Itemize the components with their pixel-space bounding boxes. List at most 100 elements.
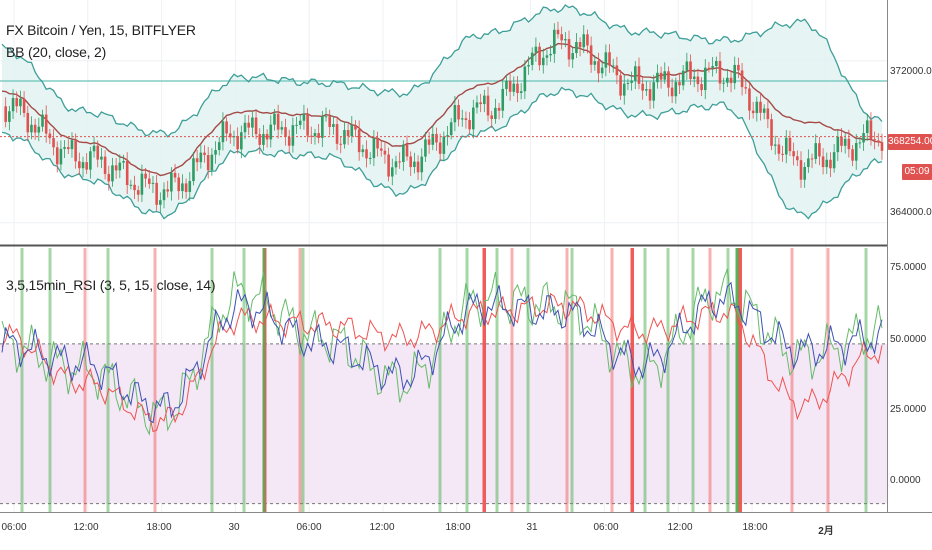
candle-body [214,150,217,155]
candle-body [475,102,479,108]
candle-body [810,158,814,160]
candle-body [796,156,799,161]
candle-body [284,127,287,137]
candle-body [578,42,582,48]
time-axis-label: 2月 [818,526,834,537]
candle-body [442,136,446,154]
candle-body [593,61,597,65]
buy-signal-bar [48,248,52,512]
candle-body [74,140,77,162]
sell-signal-bar [153,248,157,512]
candle-body [258,134,262,145]
candle-body [343,130,346,145]
candle-body [66,147,70,150]
buy-signal-bar [570,248,574,512]
candle-body [770,119,773,146]
candle-body [350,124,354,137]
candle-body [44,114,48,134]
candle-body [656,72,659,83]
candle-body [858,142,862,144]
candle-body [847,138,851,150]
candle-body [582,34,586,48]
buy-signal-bar [526,248,530,512]
candle-body [221,121,225,143]
candle-body [192,158,195,182]
candle-body [641,83,644,91]
candle-body [313,133,317,137]
candle-body [527,64,530,67]
countdown-tag: 05:09 [902,164,932,180]
sell-signal-bar [630,248,634,512]
time-axis-label: 06:00 [593,522,619,533]
bb-indicator-label[interactable]: BB (20, close, 2) [6,44,107,60]
candle-body [832,152,836,169]
candle-body [505,80,508,89]
candle-body [619,75,622,96]
candle-body [394,161,398,168]
rsi-indicator-label[interactable]: 3,5,15min_RSI (3, 5, 15, close, 14) [6,277,216,293]
candle-body [674,82,678,97]
candle-body [457,105,460,120]
candle-body [615,65,619,76]
candle-body [707,67,711,69]
candle-body [328,116,331,127]
candle-body [111,165,114,182]
buy-signal-bar [495,248,499,512]
candle-body [41,114,44,127]
candle-body [490,115,494,119]
price-panel[interactable] [0,4,887,220]
candle-body [483,95,486,105]
rsi-line-rsi15 [1,268,883,436]
candle-body [8,111,11,122]
candle-body [637,66,641,84]
candle-body [125,161,129,186]
candle-body [140,173,144,195]
time-axis-label: 18:00 [742,522,768,533]
candle-body [659,72,663,80]
sell-signal-bar [738,248,742,512]
candle-body [446,135,449,137]
symbol-title[interactable]: FX Bitcoin / Yen, 15, BITFLYER [6,22,196,38]
candle-body [538,46,541,66]
candle-body [545,55,549,58]
candle-body [571,53,575,60]
bollinger-lower-line [1,86,883,220]
price-axis-label: 372000.00 [890,66,932,77]
candle-body [390,167,394,177]
rsi-panel[interactable] [0,248,887,512]
candle-body [55,147,59,165]
candle-body [398,161,401,163]
time-axis-label: 18:00 [445,522,471,533]
candle-body [376,138,379,149]
candle-body [663,71,667,80]
candle-body [236,136,239,150]
candle-body [228,133,232,138]
candle-body [100,156,103,160]
candle-body [162,189,166,201]
candle-body [346,130,350,137]
buy-signal-bar [20,248,24,512]
buy-signal-bar [106,248,110,512]
candle-body [501,88,505,111]
candle-body [821,156,825,168]
candle-body [877,140,880,143]
candle-body [670,87,674,97]
buy-signal-bar [666,248,670,512]
candle-body [600,67,604,74]
candle-body [103,156,107,174]
candle-body [692,76,696,80]
candle-body [645,89,648,91]
candle-body [479,102,482,105]
candle-body [210,154,214,171]
candle-body [751,110,755,114]
candle-body [324,116,328,118]
candle-body [173,172,177,178]
candle-body [295,124,298,126]
candle-body [361,149,365,153]
candle-body [147,178,151,184]
bollinger-upper-line [1,4,883,138]
buy-signal-bar [242,248,246,512]
candle-body [792,151,795,157]
buy-signal-bar [210,248,214,512]
buy-signal-bar [301,248,305,512]
